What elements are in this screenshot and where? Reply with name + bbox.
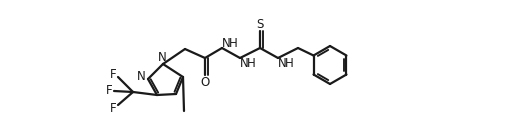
- Text: F: F: [110, 101, 116, 115]
- Text: N: N: [222, 37, 230, 49]
- Text: N: N: [278, 56, 286, 70]
- Text: O: O: [200, 75, 210, 89]
- Text: N: N: [158, 50, 166, 64]
- Text: F: F: [106, 85, 112, 97]
- Text: H: H: [246, 56, 256, 70]
- Text: S: S: [257, 18, 264, 30]
- Text: F: F: [110, 68, 116, 80]
- Text: H: H: [285, 56, 293, 70]
- Text: H: H: [229, 37, 237, 49]
- Text: N: N: [240, 56, 248, 70]
- Text: N: N: [137, 70, 145, 84]
